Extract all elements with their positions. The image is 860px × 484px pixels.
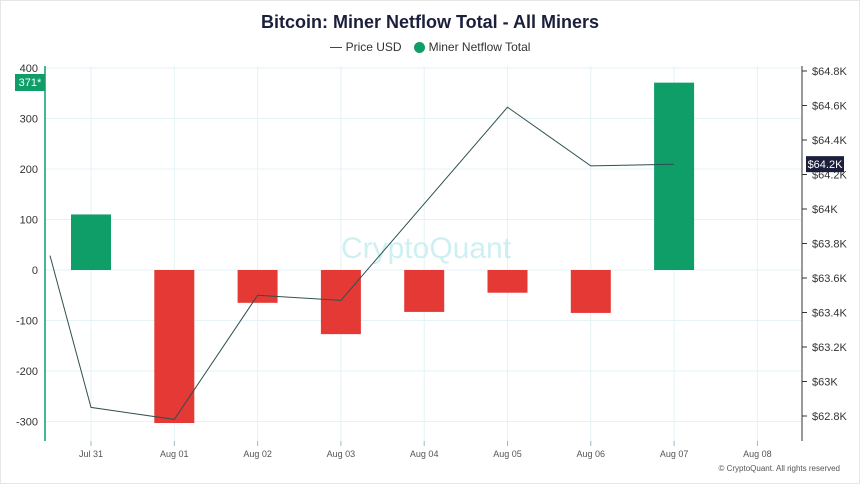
bar-aug-03[interactable] <box>320 270 361 335</box>
ticks: 400 300 200 100 0 -100 -200 -300 $64.8K $64.6K $64… <box>15 63 848 459</box>
right-tick-label: $63.4K <box>812 308 848 320</box>
current-netflow-badge <box>15 74 45 91</box>
x-tick-label: Aug 07 <box>660 449 689 459</box>
x-tick-label: Aug 04 <box>410 449 439 459</box>
left-tick-label: 200 <box>20 164 38 176</box>
right-tick-label: $63.2K <box>812 342 848 354</box>
copyright-text: © CryptoQuant. All rights reserved <box>718 464 841 473</box>
current-netflow-label: 371* <box>19 77 42 89</box>
bar-aug-04[interactable] <box>404 270 445 312</box>
legend-line-icon <box>329 46 342 48</box>
legend-dot-icon <box>413 41 425 53</box>
x-tick-label: Aug 06 <box>577 449 606 459</box>
price-line-group <box>49 106 675 420</box>
bar-aug-02[interactable] <box>237 270 278 303</box>
legend: Price USD Miner Netflow Total <box>0 40 860 54</box>
left-tick-label: -200 <box>16 366 38 378</box>
legend-label-netflow: Miner Netflow Total <box>428 40 531 54</box>
axes <box>44 66 803 441</box>
chart-title: Bitcoin: Miner Netflow Total - All Miner… <box>260 12 599 32</box>
bars <box>71 82 695 424</box>
x-tick-label: Aug 08 <box>743 449 772 459</box>
left-tick-label: 100 <box>20 215 38 227</box>
right-tick-label: $64.6K <box>812 101 848 113</box>
right-tick-label: $63.8K <box>812 239 848 251</box>
bar-aug-05[interactable] <box>487 270 528 293</box>
left-tick-label: 400 <box>20 63 38 75</box>
left-tick-label: 300 <box>20 114 38 126</box>
right-tick-label: $64K <box>812 204 838 216</box>
legend-item-netflow[interactable]: Miner Netflow Total <box>413 40 531 54</box>
bar-jul-31[interactable] <box>71 214 111 270</box>
current-price-label: $64.2K <box>808 159 844 171</box>
x-tick-label: Jul 31 <box>79 449 103 459</box>
right-tick-label: $64.4K <box>812 135 848 147</box>
right-tick-label: $64.2K <box>812 170 848 182</box>
right-tick-label: $63.6K <box>812 273 848 285</box>
bar-aug-07[interactable] <box>654 82 695 271</box>
bar-aug-06[interactable] <box>570 270 611 313</box>
left-tick-label: 0 <box>32 265 38 277</box>
x-tick-label: Aug 05 <box>493 449 522 459</box>
legend-label-price: Price USD <box>345 40 402 54</box>
legend-item-price[interactable]: Price USD <box>329 40 402 54</box>
right-tick-label: $63K <box>812 377 838 389</box>
bar-aug-01[interactable] <box>154 270 195 424</box>
current-price-badge <box>806 156 844 173</box>
price-line[interactable] <box>49 106 675 420</box>
right-tick-label: $62.8K <box>812 411 848 423</box>
x-tick-label: Aug 03 <box>327 449 356 459</box>
left-tick-label: -100 <box>16 316 38 328</box>
watermark: CryptoQuant <box>341 232 512 265</box>
left-tick-label: -300 <box>16 417 38 429</box>
x-tick-label: Aug 02 <box>243 449 272 459</box>
x-tick-label: Aug 01 <box>160 449 189 459</box>
right-tick-label: $64.8K <box>812 66 848 78</box>
